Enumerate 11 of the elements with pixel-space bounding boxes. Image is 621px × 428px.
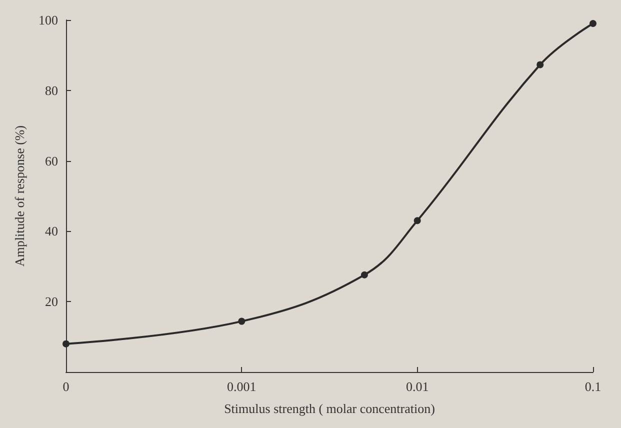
- x-tick-label: 0.01: [406, 379, 429, 394]
- x-tick-label: 0.1: [584, 379, 602, 394]
- x-tick-label: 0.001: [227, 379, 256, 394]
- x-axis-title: Stimulus strength ( molar concentration): [224, 401, 435, 416]
- y-axis-title: Amplitude of response (%): [12, 125, 27, 267]
- y-tick-label: 40: [45, 224, 58, 239]
- y-tick-label: 20: [45, 294, 58, 310]
- y-tick-label: 60: [45, 153, 58, 168]
- x-tick-label: 0: [62, 379, 70, 394]
- y-tick-label: 100: [38, 12, 58, 28]
- y-tick-label: 80: [45, 82, 58, 98]
